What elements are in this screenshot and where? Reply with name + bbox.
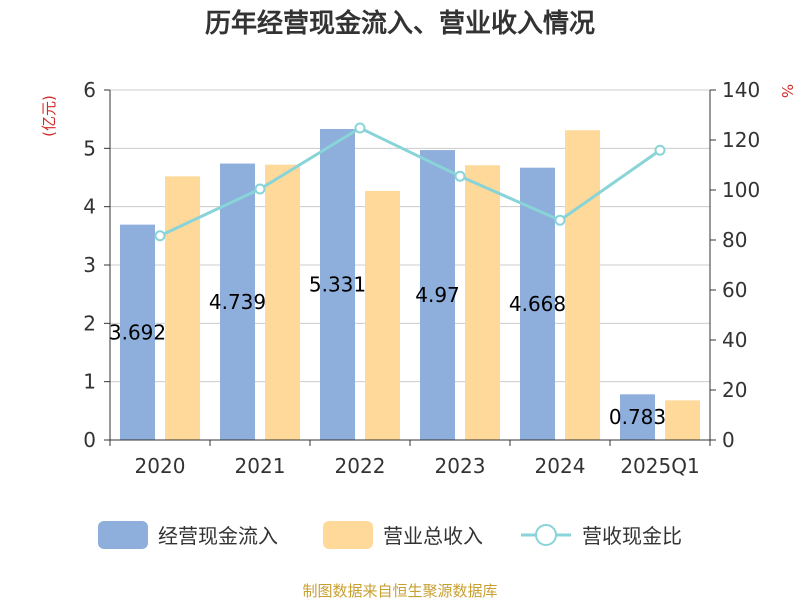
bar-cash-inflow — [120, 224, 155, 440]
data-label: 5.331 — [309, 273, 366, 297]
data-label: 0.783 — [609, 405, 666, 429]
legend-swatch-revenue — [323, 521, 373, 549]
x-tick-label: 2024 — [535, 454, 586, 478]
bar-cash-inflow — [520, 167, 555, 440]
ratio-point — [354, 122, 366, 134]
right-tick-label: 100 — [722, 178, 760, 202]
right-tick-label: 20 — [722, 378, 747, 402]
left-tick-label: 1 — [83, 370, 96, 394]
data-label: 4.97 — [415, 283, 460, 307]
chart-title: 历年经营现金流入、营业收入情况 — [205, 8, 595, 39]
data-labels: 3.692 4.739 5.331 4.97 4.668 0.783 — [109, 273, 666, 430]
left-tick-label: 0 — [83, 428, 96, 452]
bars — [120, 129, 700, 441]
bar-revenue — [465, 165, 500, 440]
right-tick-label: 80 — [722, 228, 747, 252]
legend: 经营现金流入 营业总收入 营收现金比 — [98, 521, 682, 549]
right-tick-label: 0 — [722, 428, 735, 452]
x-tick-label: 2021 — [235, 454, 286, 478]
left-axis-unit: (亿元) — [40, 95, 58, 137]
right-tick-label: 60 — [722, 278, 747, 302]
ratio-point — [554, 214, 566, 226]
bar-cash-inflow — [620, 394, 655, 440]
data-label: 3.692 — [109, 320, 166, 344]
x-tick-label: 2025Q1 — [620, 454, 699, 478]
right-tick-label: 120 — [722, 128, 760, 152]
ratio-line-path — [159, 126, 661, 238]
x-tick-label: 2020 — [135, 454, 186, 478]
bar-cash-inflow — [220, 163, 255, 440]
left-tick-label: 3 — [83, 253, 96, 277]
x-tick-label: 2022 — [335, 454, 386, 478]
left-tick-label: 4 — [83, 195, 96, 219]
bar-revenue — [365, 190, 400, 440]
bar-revenue — [665, 400, 700, 440]
legend-swatch-cash-inflow — [98, 521, 148, 549]
left-tick-label: 2 — [83, 311, 96, 335]
bar-revenue — [265, 164, 300, 440]
ratio-line — [154, 122, 666, 242]
bar-cash-inflow — [420, 150, 455, 441]
ratio-point — [454, 170, 466, 182]
right-tick-label: 140 — [722, 78, 760, 102]
bar-cash-inflow — [320, 129, 355, 440]
left-tick-label: 5 — [83, 136, 96, 160]
right-tick-label: 40 — [722, 328, 747, 352]
gridlines — [110, 89, 710, 383]
legend-swatch-ratio-marker — [535, 524, 557, 546]
bar-revenue — [565, 130, 600, 440]
legend-label-ratio: 营收现金比 — [582, 524, 682, 548]
right-axis-unit: % — [778, 84, 796, 98]
legend-label-revenue: 营业总收入 — [383, 524, 483, 548]
legend-label-cash-inflow: 经营现金流入 — [158, 524, 278, 548]
x-tick-label: 2023 — [435, 454, 486, 478]
left-tick-label: 6 — [83, 78, 96, 102]
source-note: 制图数据来自恒生聚源数据库 — [302, 582, 497, 600]
data-label: 4.668 — [509, 292, 566, 316]
ratio-point — [254, 183, 266, 195]
bar-revenue — [165, 176, 200, 441]
ratio-point — [654, 144, 666, 156]
data-label: 4.739 — [209, 290, 266, 314]
ratio-point — [154, 230, 166, 242]
